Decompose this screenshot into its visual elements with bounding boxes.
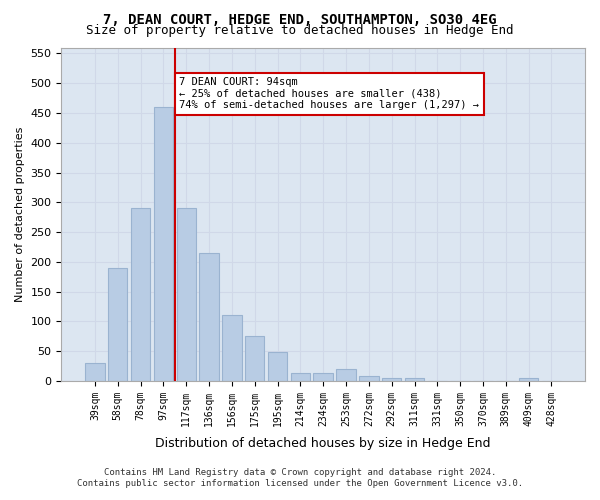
Text: 7, DEAN COURT, HEDGE END, SOUTHAMPTON, SO30 4EG: 7, DEAN COURT, HEDGE END, SOUTHAMPTON, S… — [103, 12, 497, 26]
Bar — [519, 378, 538, 381]
Bar — [405, 378, 424, 381]
Bar — [199, 253, 219, 381]
Bar — [154, 107, 173, 381]
Text: Size of property relative to detached houses in Hedge End: Size of property relative to detached ho… — [86, 24, 514, 37]
Bar — [245, 336, 265, 381]
Text: 7 DEAN COURT: 94sqm
← 25% of detached houses are smaller (438)
74% of semi-detac: 7 DEAN COURT: 94sqm ← 25% of detached ho… — [179, 78, 479, 110]
Bar — [85, 363, 104, 381]
Bar — [382, 378, 401, 381]
Bar — [108, 268, 127, 381]
Bar — [359, 376, 379, 381]
Bar — [268, 352, 287, 381]
Bar — [337, 369, 356, 381]
Y-axis label: Number of detached properties: Number of detached properties — [15, 126, 25, 302]
Bar — [176, 208, 196, 381]
X-axis label: Distribution of detached houses by size in Hedge End: Distribution of detached houses by size … — [155, 437, 491, 450]
Bar — [222, 316, 242, 381]
Bar — [131, 208, 150, 381]
Bar — [290, 373, 310, 381]
Bar — [313, 373, 333, 381]
Text: Contains HM Land Registry data © Crown copyright and database right 2024.
Contai: Contains HM Land Registry data © Crown c… — [77, 468, 523, 487]
